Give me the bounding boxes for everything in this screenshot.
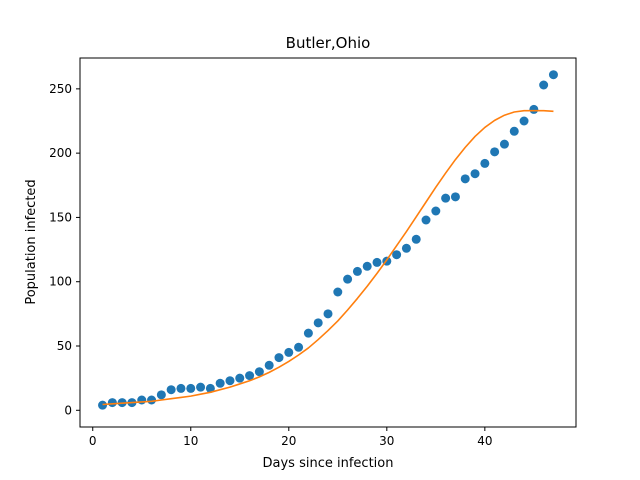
data-point — [323, 309, 333, 319]
data-point — [401, 243, 411, 253]
data-point — [137, 395, 147, 405]
x-axis-title: Days since infection — [263, 456, 394, 471]
tick-layer: 0 10 20 30 40 0 50 100 150 200 250 — [49, 82, 492, 448]
y-tick-label: 100 — [49, 275, 72, 289]
x-tick-label: 10 — [183, 434, 198, 448]
data-point — [499, 139, 509, 149]
y-tick-label: 250 — [49, 82, 72, 96]
data-point — [313, 318, 323, 328]
fit-curve — [102, 109, 554, 406]
data-point — [450, 192, 460, 202]
data-point — [147, 395, 157, 405]
data-point — [245, 371, 255, 381]
data-point — [519, 116, 529, 126]
data-point — [362, 261, 372, 271]
data-point — [421, 215, 431, 225]
data-point — [441, 193, 451, 203]
data-point — [225, 376, 235, 386]
data-point — [352, 266, 362, 276]
y-tick-label: 50 — [57, 339, 72, 353]
y-tick-label: 0 — [64, 403, 72, 417]
data-point — [274, 353, 284, 363]
data-point — [156, 390, 166, 400]
x-tick-label: 0 — [89, 434, 97, 448]
data-point — [431, 206, 441, 216]
data-point — [529, 104, 539, 114]
plot-frame — [79, 57, 577, 428]
data-point — [343, 274, 353, 284]
data-point — [480, 158, 490, 168]
data-point — [205, 383, 215, 393]
data-point — [372, 257, 382, 267]
data-point — [264, 360, 274, 370]
data-point — [166, 385, 176, 395]
data-point — [490, 147, 500, 157]
data-point — [196, 382, 206, 392]
data-point — [411, 234, 421, 244]
data-point — [509, 126, 519, 136]
data-point — [294, 342, 304, 352]
y-axis-title: Population infected — [24, 179, 39, 304]
data-point — [186, 383, 196, 393]
data-point — [176, 383, 186, 393]
data-point — [460, 174, 470, 184]
data-point — [470, 169, 480, 179]
data-point — [215, 378, 225, 388]
data-point — [548, 70, 558, 80]
plot-layer — [98, 70, 558, 410]
data-point — [392, 250, 402, 260]
y-tick-label: 200 — [49, 146, 72, 160]
y-tick-label: 150 — [49, 210, 72, 224]
data-point — [539, 80, 549, 90]
x-tick-label: 20 — [281, 434, 296, 448]
data-point — [303, 328, 313, 338]
data-point — [98, 400, 108, 410]
data-point — [107, 398, 117, 408]
x-tick-label: 40 — [477, 434, 492, 448]
data-point — [254, 367, 264, 377]
data-point — [284, 347, 294, 357]
data-point — [235, 373, 245, 383]
data-point — [333, 287, 343, 297]
x-tick-label: 30 — [379, 434, 394, 448]
chart-title: Butler,Ohio — [286, 34, 371, 52]
